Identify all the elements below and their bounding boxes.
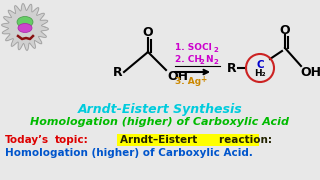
Text: R: R (227, 62, 237, 75)
Text: 3. Ag: 3. Ag (175, 78, 201, 87)
Text: Today’s: Today’s (5, 135, 49, 145)
Text: 2: 2 (213, 47, 218, 53)
Text: Homologation (higher) of Carboxylic Acid: Homologation (higher) of Carboxylic Acid (30, 117, 290, 127)
Ellipse shape (17, 17, 33, 28)
Text: 2: 2 (200, 59, 205, 65)
Text: O: O (143, 26, 153, 39)
Text: C: C (256, 60, 264, 70)
Text: Homologation (higher) of Carboxylic Acid.: Homologation (higher) of Carboxylic Acid… (5, 148, 253, 158)
Text: Arndt–Eistert      reaction:: Arndt–Eistert reaction: (120, 135, 272, 145)
Ellipse shape (18, 24, 32, 33)
Text: 2: 2 (213, 59, 218, 65)
Text: 2. CH: 2. CH (175, 55, 202, 64)
Text: Arndt-Eistert Synthesis: Arndt-Eistert Synthesis (78, 103, 242, 116)
Text: 1. SOCl: 1. SOCl (175, 42, 212, 51)
Text: OH: OH (300, 66, 320, 78)
Text: N: N (205, 55, 212, 64)
Text: H₂: H₂ (254, 69, 266, 78)
Text: R: R (113, 66, 123, 80)
FancyBboxPatch shape (116, 134, 259, 145)
Text: O: O (280, 24, 290, 37)
Polygon shape (2, 4, 48, 50)
Text: topic:: topic: (55, 135, 89, 145)
Text: OH: OH (167, 71, 188, 84)
Text: +: + (200, 75, 206, 84)
